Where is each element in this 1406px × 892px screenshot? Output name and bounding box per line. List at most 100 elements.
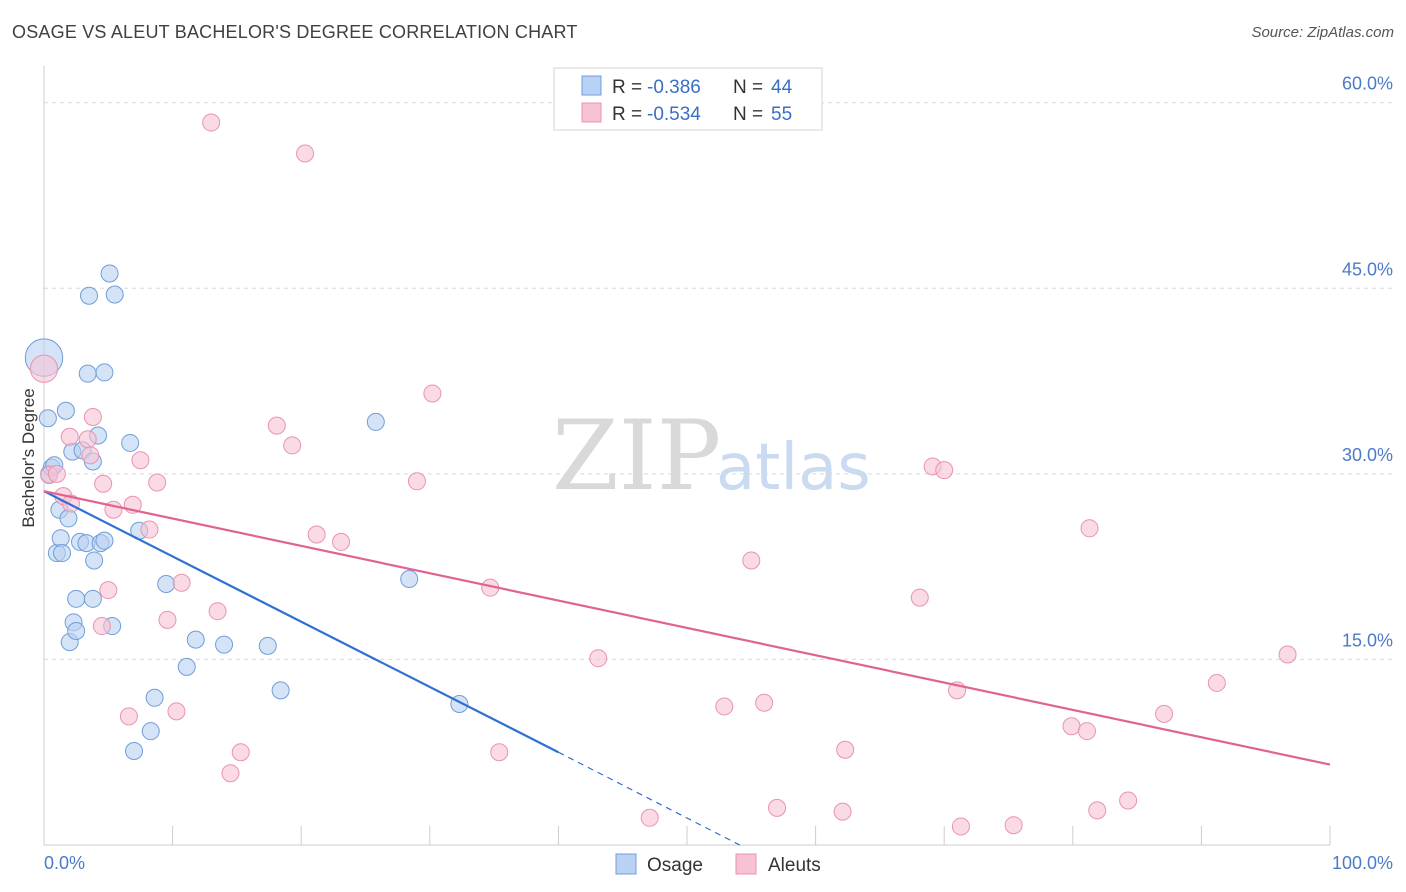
osage-point-19 [78,364,97,383]
aleut-points [29,113,1297,836]
aleut-point-10 [94,474,113,493]
aleut-point-30 [407,472,426,491]
aleut-point-19 [167,702,186,721]
osage-point-14 [67,621,86,640]
aleut-point-38 [755,693,774,712]
axes [43,66,1331,846]
aleut-point-15 [131,451,150,470]
trend-lines [43,490,1331,846]
watermark: ZIP atlas [552,400,871,512]
chart-title: OSAGE VS ALEUT BACHELOR'S DEGREE CORRELA… [12,22,578,42]
aleut-point-35 [640,808,659,827]
aleut-point-50 [1080,519,1099,538]
legend-n-value-osage: 44 [771,77,793,98]
osage-point-42 [366,412,385,431]
x-tick-label-100: 100.0% [1332,853,1393,873]
bottom-legend-swatch-osage [615,853,637,875]
y-tick-label-45: 45.0% [1342,259,1393,279]
aleut-point-8 [83,407,102,426]
osage-point-15 [67,589,86,608]
aleut-point-42 [910,588,929,607]
aleut-point-20 [172,573,191,592]
aleut-point-27 [296,144,315,163]
aleut-point-11 [99,581,118,600]
aleut-point-9 [92,617,111,636]
tick-labels: 15.0% 30.0% 45.0% 60.0% 0.0% 100.0% [44,74,1393,873]
aleut-point-37 [742,551,761,570]
osage-point-34 [141,722,160,741]
aleut-point-28 [307,525,326,544]
legend-n-label-osage: N = [733,77,763,98]
aleut-point-6 [78,430,97,449]
osage-points [24,264,469,760]
osage-point-40 [258,636,277,655]
aleut-point-36 [715,697,734,716]
bottom-legend-label-aleut: Aleuts [768,855,821,876]
osage-point-37 [177,657,196,676]
osage-point-22 [83,589,102,608]
aleut-point-23 [221,764,240,783]
osage-point-26 [95,531,114,550]
aleut-point-47 [1004,816,1023,835]
osage-point-9 [56,401,75,420]
aleut-point-33 [490,743,509,762]
osage-point-38 [186,630,205,649]
y-tick-label-30: 30.0% [1342,445,1393,465]
y-tick-label-15: 15.0% [1342,630,1393,650]
aleut-point-48 [1062,717,1081,736]
osage-point-20 [80,286,99,305]
source-credit: Source: ZipAtlas.com [1251,24,1394,41]
series-legend: Osage Aleuts [615,853,821,876]
osage-point-28 [100,264,119,283]
osage-point-41 [271,681,290,700]
osage-point-30 [105,285,124,304]
y-axis-label: Bachelor's Degree [19,388,38,527]
osage-point-43 [400,570,419,589]
legend-n-label-aleut: N = [733,104,763,125]
legend-n-value-aleut: 55 [771,104,792,125]
bottom-legend-label-osage: Osage [647,855,703,876]
aleut-point-4 [60,427,79,446]
aleut-trend-line [43,490,1331,766]
legend-swatch-osage [581,75,602,96]
x-tick-label-0: 0.0% [44,853,85,873]
aleut-point-39 [768,798,787,817]
legend-swatch-aleut [581,102,602,123]
legend-r-label-osage: R = [612,77,642,98]
aleut-point-26 [283,436,302,455]
aleut-point-2 [47,464,66,483]
osage-point-36 [157,574,176,593]
y-tick-label-60: 60.0% [1342,74,1393,94]
osage-point-31 [121,433,140,452]
bottom-legend-swatch-aleut [735,853,757,875]
aleut-point-22 [208,602,227,621]
osage-point-10 [59,509,78,528]
osage-point-1 [38,409,57,428]
aleut-point-25 [267,416,286,435]
osage-trend-extension [558,751,740,846]
osage-point-27 [95,363,114,382]
aleut-point-34 [589,649,608,668]
aleut-point-41 [836,740,855,759]
osage-point-8 [53,544,72,563]
aleut-point-55 [1278,645,1297,664]
aleut-point-51 [1088,801,1107,820]
aleut-point-7 [81,446,100,465]
legend-r-value-osage: -0.386 [647,77,701,98]
aleut-point-49 [1077,722,1096,741]
aleut-point-44 [935,461,954,480]
aleut-point-0 [29,354,59,383]
aleut-point-16 [140,520,159,539]
aleut-point-24 [231,743,250,762]
gridlines [44,102,1392,660]
aleut-point-31 [423,384,442,403]
osage-point-32 [125,741,144,760]
aleut-point-54 [1207,673,1226,692]
aleut-point-13 [119,707,138,726]
watermark-atlas: atlas [716,431,871,505]
aleut-point-52 [1119,791,1138,810]
osage-trend-line [43,490,559,754]
osage-point-23 [85,551,104,570]
stats-legend: R = -0.386 N = 44 R = -0.534 N = 55 [553,67,823,131]
